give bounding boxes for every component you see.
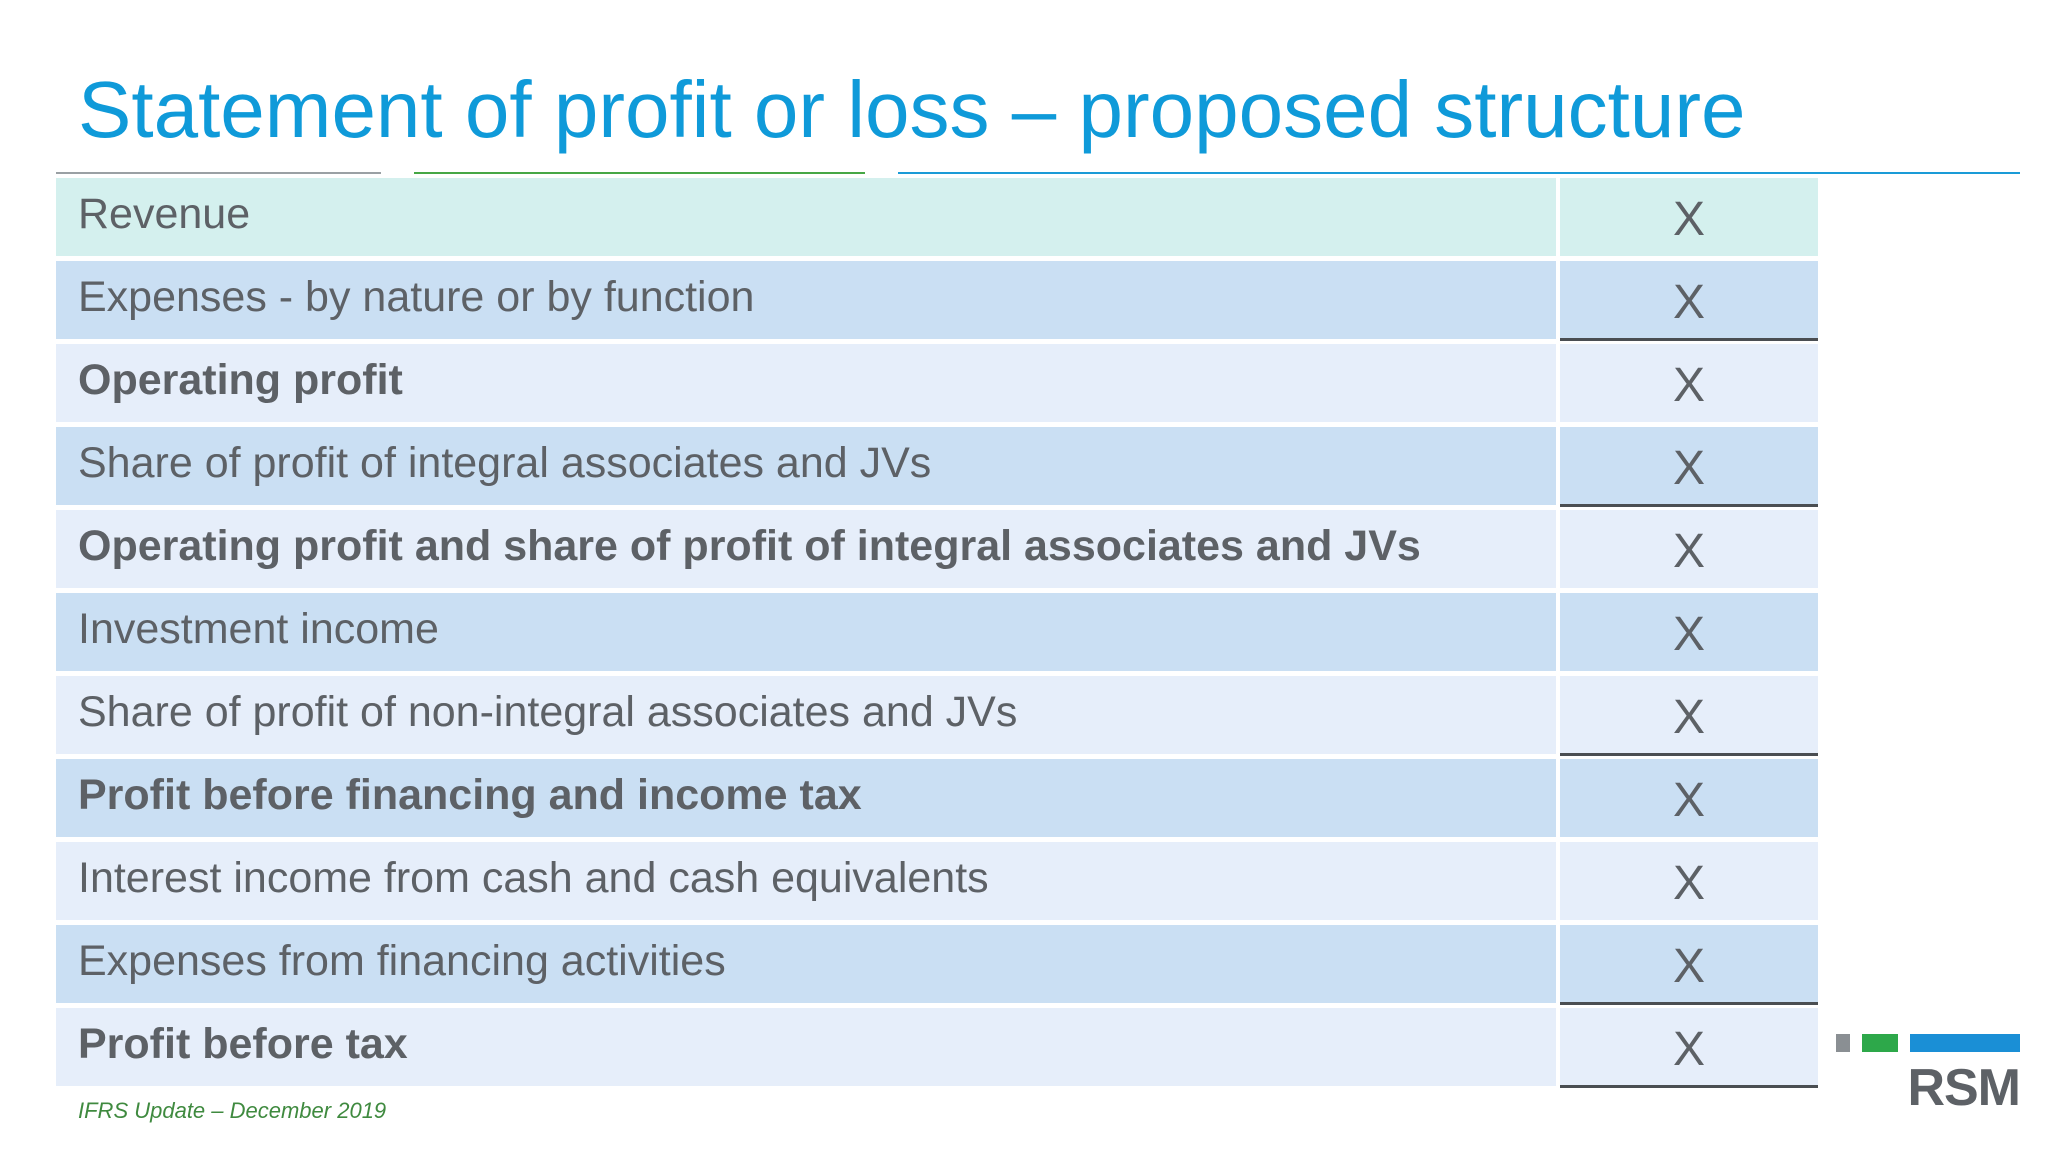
logo-bar-green (1862, 1034, 1898, 1052)
row-label: Expenses from financing activities (78, 936, 726, 985)
row-value-cell: X (1560, 842, 1818, 920)
row-label-cell: Revenue (56, 178, 1556, 256)
row-value-cell: X (1560, 1008, 1818, 1088)
row-value: X (1672, 690, 1705, 744)
cell-gap (1556, 261, 1560, 339)
table-row: Expenses from financing activities X (56, 925, 1818, 1005)
row-value-cell: X (1560, 427, 1818, 507)
cell-gap (1556, 510, 1560, 588)
logo-bar-blue (1910, 1034, 2020, 1052)
row-label-cell: Operating profit and share of profit of … (56, 510, 1556, 588)
row-value: X (1672, 275, 1705, 329)
table-row: Share of profit of integral associates a… (56, 427, 1818, 507)
row-value-cell: X (1560, 593, 1818, 671)
row-value: X (1672, 773, 1705, 827)
row-label-cell: Share of profit of integral associates a… (56, 427, 1556, 505)
cell-gap (1556, 925, 1560, 1003)
cell-gap (1556, 178, 1560, 256)
row-value: X (1672, 192, 1705, 246)
row-value-cell: X (1560, 261, 1818, 341)
table-row: Operating profit and share of profit of … (56, 510, 1818, 588)
row-label: Revenue (78, 189, 251, 238)
logo-text: RSM (1907, 1059, 2021, 1117)
table-row: Revenue X (56, 178, 1818, 256)
table-row: Expenses - by nature or by function X (56, 261, 1818, 341)
row-label: Profit before tax (78, 1019, 408, 1068)
row-label: Share of profit of integral associates a… (78, 438, 932, 487)
row-value: X (1672, 856, 1705, 910)
cell-gap (1556, 759, 1560, 837)
row-label-cell: Share of profit of non-integral associat… (56, 676, 1556, 754)
cell-gap (1556, 842, 1560, 920)
table-row: Profit before tax X (56, 1008, 1818, 1088)
row-label-cell: Expenses from financing activities (56, 925, 1556, 1003)
title-rule-green (414, 172, 865, 174)
row-value-cell: X (1560, 178, 1818, 256)
cell-gap (1556, 344, 1560, 422)
row-label-cell: Profit before tax (56, 1008, 1556, 1086)
row-value: X (1672, 358, 1705, 412)
row-label: Operating profit (78, 355, 403, 404)
row-value: X (1672, 441, 1705, 495)
table-row: Share of profit of non-integral associat… (56, 676, 1818, 756)
row-label: Investment income (78, 604, 439, 653)
row-value-cell: X (1560, 925, 1818, 1005)
profit-loss-table: Revenue X Expenses - by nature or by fun… (56, 178, 1818, 1091)
slide-footer: IFRS Update – December 2019 (78, 1098, 387, 1123)
row-value-cell: X (1560, 510, 1818, 588)
row-label: Expenses - by nature or by function (78, 272, 755, 321)
row-label-cell: Operating profit (56, 344, 1556, 422)
row-label-cell: Investment income (56, 593, 1556, 671)
row-label: Operating profit and share of profit of … (78, 521, 1421, 570)
cell-gap (1556, 1008, 1560, 1086)
row-value: X (1672, 939, 1705, 993)
row-label: Share of profit of non-integral associat… (78, 687, 1018, 736)
rsm-logo: RSM (1836, 1034, 2021, 1117)
row-value: X (1672, 1022, 1705, 1076)
table-row: Profit before financing and income tax X (56, 759, 1818, 837)
table-row: Investment income X (56, 593, 1818, 671)
row-label: Profit before financing and income tax (78, 770, 862, 819)
table-row: Interest income from cash and cash equiv… (56, 842, 1818, 920)
row-value-cell: X (1560, 344, 1818, 422)
row-value: X (1672, 524, 1705, 578)
table-row: Operating profit X (56, 344, 1818, 422)
row-value-cell: X (1560, 759, 1818, 837)
row-label-cell: Expenses - by nature or by function (56, 261, 1556, 339)
slide-title: Statement of profit or loss – proposed s… (78, 65, 1746, 154)
logo-bar-gray (1836, 1034, 1850, 1052)
row-label: Interest income from cash and cash equiv… (78, 853, 989, 902)
cell-gap (1556, 676, 1560, 754)
title-rule-blue (898, 172, 2020, 174)
row-label-cell: Interest income from cash and cash equiv… (56, 842, 1556, 920)
cell-gap (1556, 593, 1560, 671)
cell-gap (1556, 427, 1560, 505)
row-value: X (1672, 607, 1705, 661)
row-label-cell: Profit before financing and income tax (56, 759, 1556, 837)
title-rule-gray (56, 172, 381, 174)
row-value-cell: X (1560, 676, 1818, 756)
